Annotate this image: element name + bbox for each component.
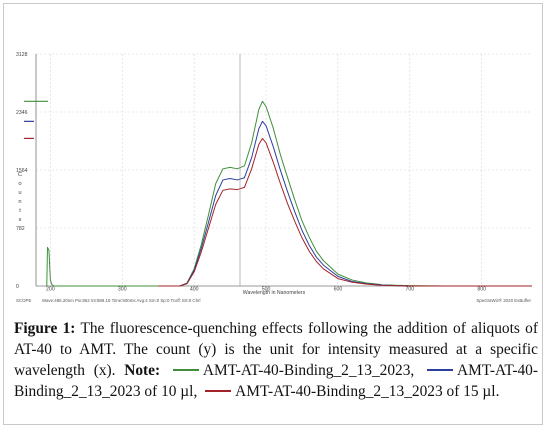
- legend-entry-1: AMT-AT-40-Binding_2_13_2023,: [202, 362, 415, 379]
- x-tick-label: 400: [190, 287, 199, 293]
- series-line-1: [46, 100, 532, 287]
- y-tick-label: 0: [16, 284, 19, 290]
- x-tick-label: 700: [405, 287, 414, 293]
- status-bar-right: SpectraWiz® 2020 ExBuffer: [476, 298, 531, 303]
- x-tick-label: 200: [46, 287, 55, 293]
- y-tick-label: 1564: [16, 168, 28, 174]
- figure-frame: 3128 2346 1564 782 0 200 300 400 500 600 700 800 W…: [3, 3, 543, 425]
- legend-swatch-green: [172, 369, 199, 372]
- x-tick-labels: 200 300 400 500 600 700 800: [46, 287, 486, 293]
- y-tick-label: 782: [16, 226, 25, 232]
- grid-lines: [36, 53, 532, 286]
- caption-text: The fluorescence-quenching effects follo…: [14, 320, 538, 379]
- x-tick-label: 600: [334, 287, 343, 293]
- y-tick-labels: 3128 2346 1564 782 0: [16, 52, 28, 290]
- status-bar-left: SCOPE: [16, 298, 31, 303]
- y-tick-label: 2346: [16, 110, 28, 116]
- spectrum-plot-area: 3128 2346 1564 782 0 200 300 400 500 600 700 800 W…: [12, 10, 538, 306]
- x-tick-label: 300: [118, 287, 127, 293]
- legend-swatch-red: [205, 390, 232, 393]
- legend-swatch-blue: [427, 369, 454, 372]
- status-bar-middle: Wave:485.20nm Pix:862 Int:888.18 Time:50…: [42, 298, 200, 303]
- legend-entry-2: AMT-AT-40-Binding_2_13_2023 of 10 µl,: [14, 362, 538, 400]
- note-label: Note:: [124, 362, 161, 379]
- figure-label: Figure 1:: [14, 320, 76, 337]
- spectrum-series: [46, 100, 532, 287]
- x-axis-label: Wavelength in Nanometers: [243, 290, 306, 296]
- series-line-3: [158, 137, 532, 287]
- legend-entry-3: AMT-AT-40-Binding_2_13_2023 of 15 µl.: [235, 383, 500, 400]
- y-tick-label: 3128: [16, 52, 28, 58]
- x-tick-label: 500: [262, 287, 271, 293]
- fluorescence-spectrum-chart: 3128 2346 1564 782 0 200 300 400 500 600 700 800 W…: [12, 10, 538, 306]
- figure-caption: Figure 1: The fluorescence-quenching eff…: [14, 318, 538, 402]
- x-tick-label: 800: [477, 287, 486, 293]
- peak-markers: [24, 100, 48, 140]
